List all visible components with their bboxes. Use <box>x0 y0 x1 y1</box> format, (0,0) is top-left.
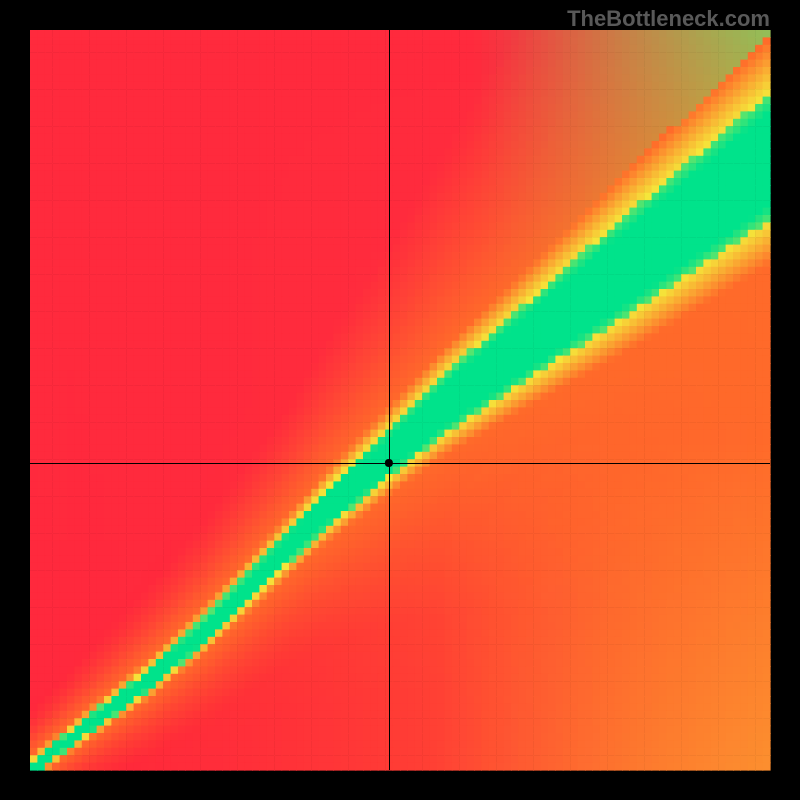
heatmap-canvas <box>0 0 800 800</box>
watermark-text: TheBottleneck.com <box>567 6 770 32</box>
chart-container: TheBottleneck.com <box>0 0 800 800</box>
